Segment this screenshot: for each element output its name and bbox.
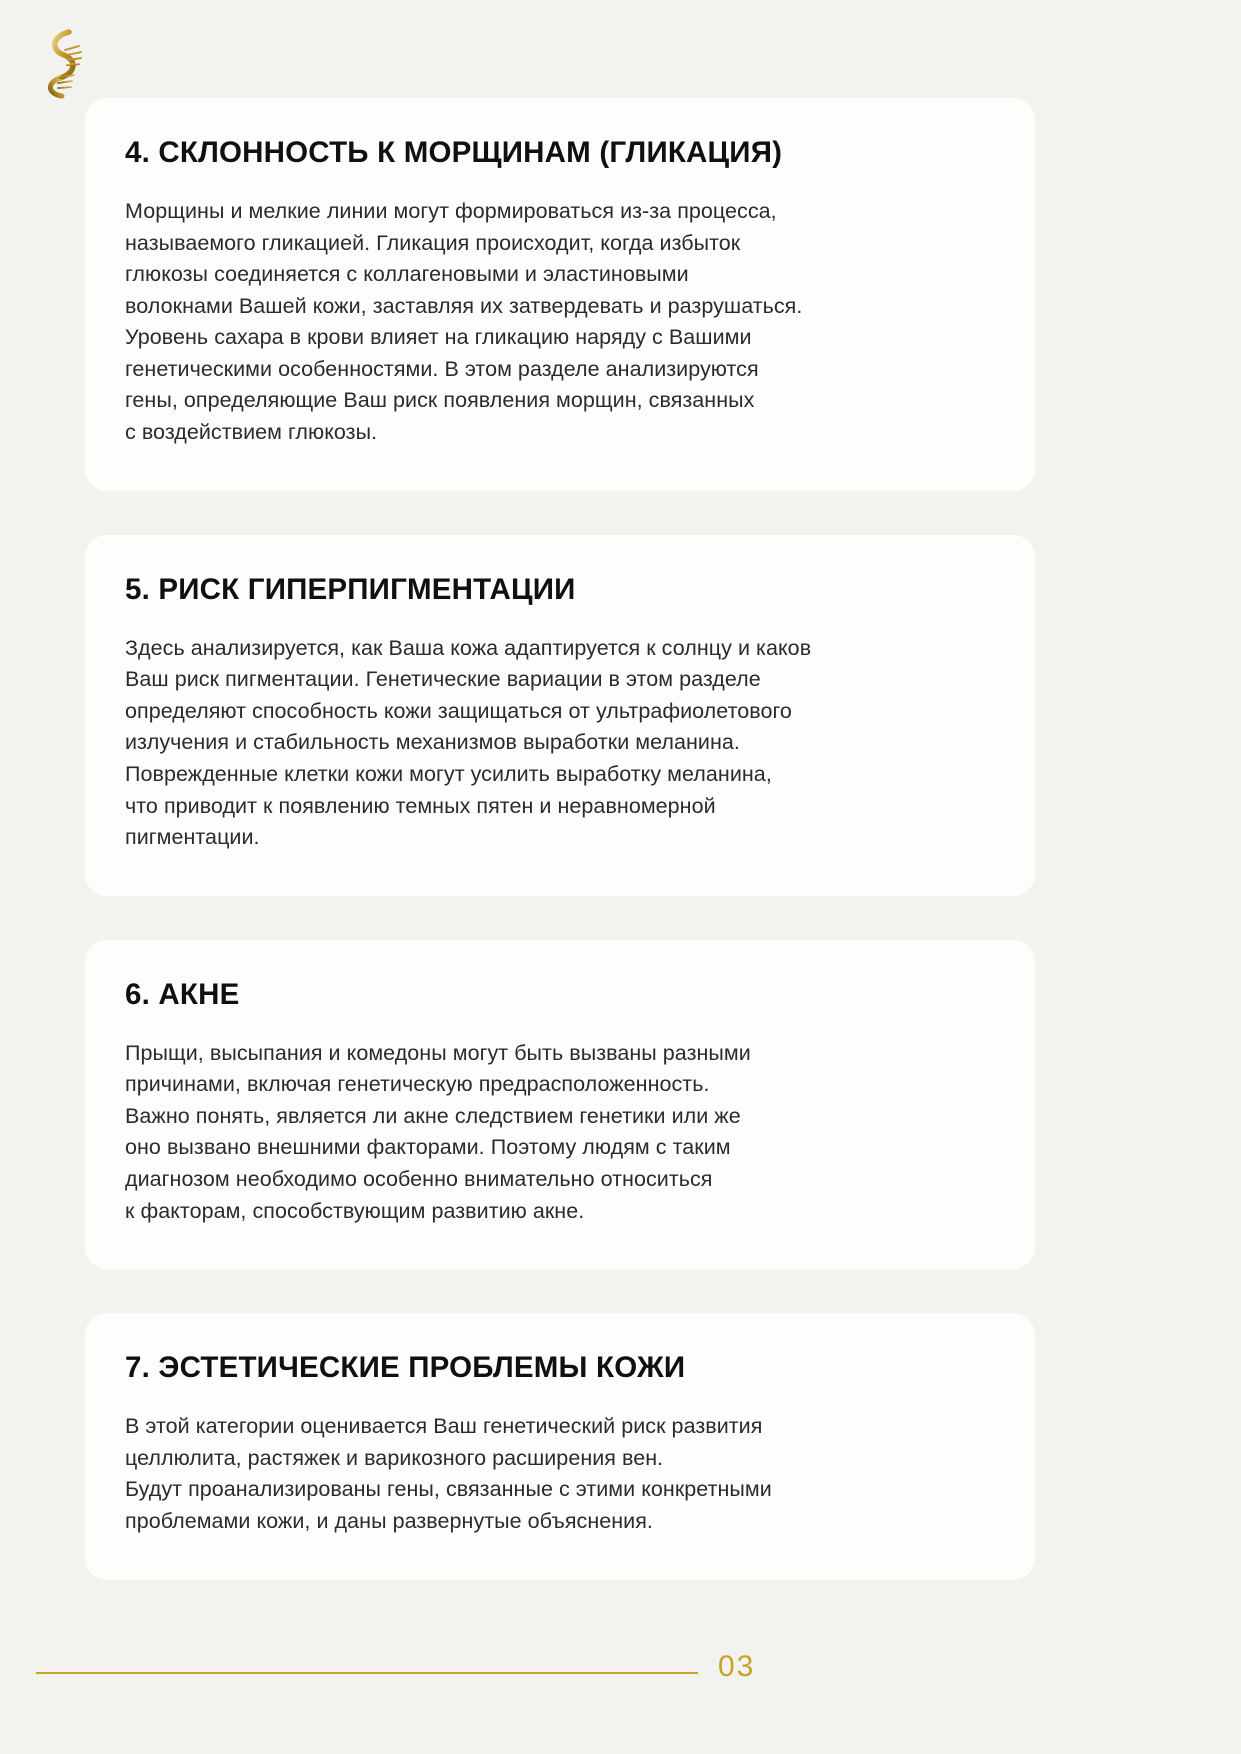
section-body: Здесь анализируется, как Ваша кожа адапт… xyxy=(125,635,812,850)
page-footer: 03 xyxy=(0,1650,1241,1696)
section-body: В этой категории оценивается Ваш генетич… xyxy=(125,1414,772,1533)
section-card-acne: 6. АКНЕ Прыщи, высыпания и комедоны могу… xyxy=(85,939,1035,1270)
page-number: 03 xyxy=(718,1650,756,1683)
section-card-list: 4. СКЛОННОСТЬ К МОРЩИНАМ (ГЛИКАЦИЯ) Морщ… xyxy=(85,98,1035,1580)
section-card-aesthetic-skin-problems: 7. ЭСТЕТИЧЕСКИЕ ПРОБЛЕМЫ КОЖИ В этой кат… xyxy=(85,1313,1035,1580)
dna-helix-logo xyxy=(38,24,90,102)
section-body: Морщины и мелкие линии могут формировать… xyxy=(125,198,803,445)
footer-divider xyxy=(36,1672,698,1674)
section-card-glycation: 4. СКЛОННОСТЬ К МОРЩИНАМ (ГЛИКАЦИЯ) Морщ… xyxy=(85,98,1035,491)
section-card-hyperpigmentation: 5. РИСК ГИПЕРПИГМЕНТАЦИИ Здесь анализиру… xyxy=(85,534,1035,896)
section-title: 5. РИСК ГИПЕРПИГМЕНТАЦИИ xyxy=(125,572,576,606)
section-title: 4. СКЛОННОСТЬ К МОРЩИНАМ (ГЛИКАЦИЯ) xyxy=(125,136,783,169)
section-title: 6. АКНЕ xyxy=(125,977,240,1011)
section-body: Прыщи, высыпания и комедоны могут быть в… xyxy=(125,1040,751,1223)
section-title: 7. ЭСТЕТИЧЕСКИЕ ПРОБЛЕМЫ КОЖИ xyxy=(125,1351,686,1385)
